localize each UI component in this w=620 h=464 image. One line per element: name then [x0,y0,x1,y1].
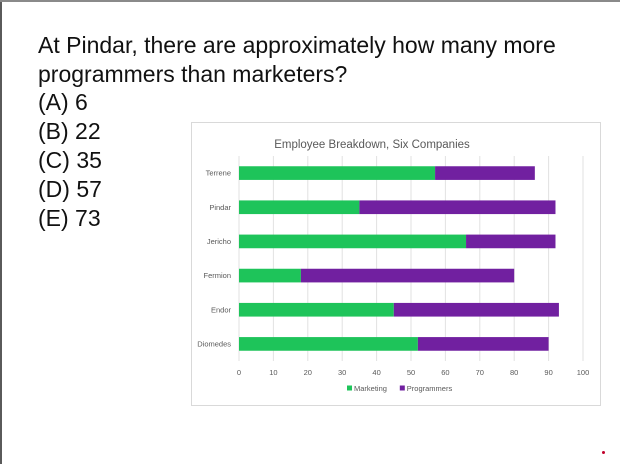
bar-programmers-terrene [435,166,535,180]
y-category-label: Terrene [206,169,231,178]
x-tick-label: 60 [441,368,449,377]
bar-marketing-jericho [239,234,467,249]
bar-chart: Employee Breakdown, Six Companies Terren… [197,139,590,393]
window-top-border [0,0,620,2]
bar-marketing-terrene [239,166,436,180]
bar-marketing-pindar [239,200,360,215]
legend-swatch [347,385,352,391]
bar-programmers-pindar [359,200,556,215]
y-category-label: Diomedes [197,339,231,348]
choice-e[interactable]: (E) 73 [38,205,101,231]
chart-container: Employee Breakdown, Six Companies Terren… [191,122,601,406]
y-category-label: Fermion [203,271,231,280]
bar-programmers-jericho [466,234,556,249]
x-tick-label: 80 [510,368,518,377]
question-text: At Pindar, there are approximately how m… [38,32,556,87]
bar-marketing-fermion [239,268,301,283]
bar-programmers-diomedes [417,337,549,351]
pointer-dot [602,451,605,454]
legend-label: Programmers [407,384,453,393]
choice-c[interactable]: (C) 35 [38,147,102,173]
answer-choices: (A) 6 (B) 22 (C) 35 (D) 57 (E) 73 [38,88,102,233]
bar-programmers-fermion [300,268,515,283]
y-category-label: Jericho [207,237,231,246]
bar-marketing-endor [239,302,394,317]
choice-a[interactable]: (A) 6 [38,89,88,115]
x-tick-label: 50 [407,368,415,377]
bar-marketing-diomedes [239,337,418,351]
choice-d[interactable]: (D) 57 [38,176,102,202]
legend-label: Marketing [354,384,387,393]
bar-programmers-endor [393,302,559,317]
choice-b[interactable]: (B) 22 [38,118,101,144]
window-left-border [0,0,2,464]
x-tick-label: 30 [338,368,346,377]
x-tick-label: 70 [476,368,484,377]
x-tick-label: 0 [237,368,241,377]
x-tick-label: 90 [544,368,552,377]
x-tick-label: 40 [372,368,380,377]
x-tick-label: 100 [577,368,590,377]
chart-title: Employee Breakdown, Six Companies [274,139,470,151]
x-tick-label: 20 [304,368,312,377]
x-tick-label: 10 [269,368,277,377]
legend-swatch [399,385,405,391]
y-category-label: Pindar [209,203,231,212]
y-category-label: Endor [211,305,232,314]
